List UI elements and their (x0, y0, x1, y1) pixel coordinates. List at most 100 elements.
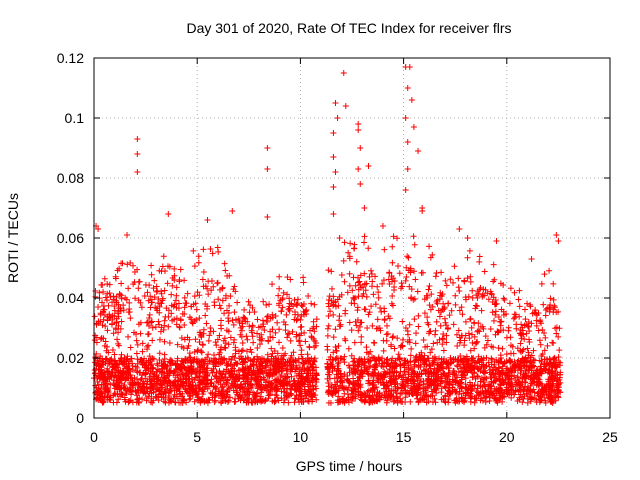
data-point (298, 302, 305, 309)
data-point (338, 271, 345, 278)
data-point (432, 331, 439, 338)
data-point (403, 264, 410, 271)
data-point (417, 390, 424, 397)
data-point (202, 312, 209, 319)
x-tick-label: 10 (293, 429, 309, 445)
data-point (411, 241, 418, 248)
data-point (216, 302, 223, 309)
data-point (296, 391, 303, 398)
data-point (100, 302, 107, 309)
data-point (516, 386, 523, 393)
data-point (298, 347, 305, 354)
data-point (480, 325, 487, 332)
data-point (115, 379, 122, 386)
data-point (456, 334, 463, 341)
data-point (225, 397, 232, 404)
data-point (301, 390, 308, 397)
data-point (172, 297, 179, 304)
data-point (479, 291, 486, 298)
data-point (125, 398, 132, 405)
data-point (390, 398, 397, 405)
data-point (144, 346, 151, 353)
data-point (409, 389, 416, 396)
data-point (291, 387, 298, 394)
data-point (357, 281, 364, 288)
data-point (467, 278, 474, 285)
data-point (308, 300, 315, 307)
data-point (392, 383, 399, 390)
data-point (481, 394, 488, 401)
data-point (436, 355, 443, 362)
data-point (468, 387, 475, 394)
data-point (282, 327, 289, 334)
data-point (548, 371, 555, 378)
data-point (358, 370, 365, 377)
data-point (333, 367, 340, 374)
data-point (116, 265, 123, 272)
data-point (368, 386, 375, 393)
data-point (361, 306, 368, 313)
data-point (357, 181, 364, 187)
data-point (325, 322, 332, 329)
data-point (404, 85, 411, 91)
data-point (204, 354, 211, 361)
data-point (284, 334, 291, 341)
data-point (535, 327, 542, 334)
data-point (423, 399, 430, 406)
data-point (443, 363, 450, 370)
data-point (280, 365, 287, 372)
data-point (276, 326, 283, 333)
data-point (381, 246, 388, 253)
data-point (167, 356, 174, 363)
data-point (387, 377, 394, 384)
data-point (336, 399, 343, 406)
data-point (425, 357, 432, 364)
data-point (194, 391, 201, 398)
data-point (444, 325, 451, 332)
data-point (173, 304, 180, 311)
data-point (111, 307, 118, 314)
data-point (447, 356, 454, 363)
data-point (304, 375, 311, 382)
data-point (143, 378, 150, 385)
data-point (436, 336, 443, 343)
data-point (192, 300, 199, 307)
data-point (398, 280, 405, 287)
data-point (326, 369, 333, 376)
data-point (458, 304, 465, 311)
data-point (173, 315, 180, 322)
data-point (176, 324, 183, 331)
data-point (196, 292, 203, 299)
data-point (490, 261, 497, 268)
data-point (190, 247, 197, 254)
data-point (494, 398, 501, 405)
data-point (346, 270, 353, 277)
data-point (371, 339, 378, 346)
data-point (341, 353, 348, 360)
data-point (177, 382, 184, 389)
data-point (454, 362, 461, 369)
data-point (284, 385, 291, 392)
data-point (202, 301, 209, 308)
data-point (417, 397, 424, 404)
data-point (153, 283, 160, 290)
data-point (195, 393, 202, 400)
data-point (167, 382, 174, 389)
data-point (330, 299, 337, 306)
data-point (225, 328, 232, 335)
data-point (102, 382, 109, 389)
data-point (528, 320, 535, 327)
data-point (104, 281, 111, 288)
data-point (445, 395, 452, 402)
data-point (454, 343, 461, 350)
data-point (391, 278, 398, 285)
data-point (366, 393, 373, 400)
data-point (232, 288, 239, 295)
data-point (221, 355, 228, 362)
data-point (528, 256, 535, 262)
data-point (356, 323, 363, 330)
data-point (184, 290, 191, 297)
data-point (152, 324, 159, 331)
data-point (157, 300, 164, 307)
